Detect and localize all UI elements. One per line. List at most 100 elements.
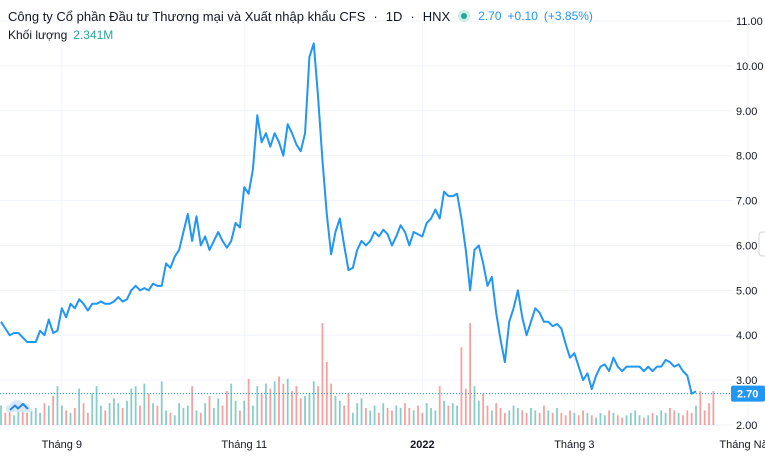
volume-bar — [343, 405, 346, 425]
volume-bar — [460, 347, 463, 425]
volume-bar — [508, 410, 511, 425]
volume-bar — [378, 412, 380, 425]
volume-bar — [590, 415, 593, 425]
volume-bar — [338, 400, 341, 425]
volume-bar — [695, 405, 697, 425]
volume-bar — [169, 412, 172, 425]
volume-bar — [47, 405, 50, 425]
volume-bar — [408, 408, 411, 425]
volume-bar — [608, 410, 611, 425]
volume-bar — [0, 405, 2, 425]
volume-bar — [525, 412, 528, 425]
volume-bar — [8, 410, 11, 425]
volume-bar — [221, 405, 224, 425]
volume-bar — [503, 412, 506, 425]
price-quote: 2.70 +0.10 (+3.85%) — [478, 9, 593, 23]
volume-bar — [113, 398, 115, 425]
price-value: 2.70 — [478, 9, 502, 23]
volume-bar — [43, 403, 46, 425]
volume-bar — [417, 405, 419, 425]
volume-bar — [551, 412, 554, 425]
volume-bar — [638, 415, 641, 425]
volume-bar — [52, 395, 55, 425]
volume-bar — [208, 395, 211, 425]
volume-bar — [34, 408, 37, 425]
volume-bar — [182, 408, 185, 425]
volume-bar — [382, 403, 385, 425]
axis-menu-button[interactable] — [758, 231, 765, 257]
volume-bar — [404, 403, 406, 425]
volume-bar — [521, 410, 524, 425]
volume-bar — [60, 405, 63, 425]
volume-bar — [212, 408, 215, 425]
volume-bar — [425, 403, 428, 425]
volume-bar — [616, 415, 619, 425]
volume-bar — [286, 378, 289, 425]
price-tick-label: 5.00 — [736, 285, 757, 297]
volume-bar — [573, 412, 576, 425]
volume-bar — [186, 405, 189, 425]
volume-bar — [230, 383, 233, 425]
price-tick-label: 6.00 — [736, 240, 757, 252]
price-tick-label: 3.00 — [736, 375, 757, 387]
volume-bar — [386, 408, 389, 425]
volume-bar — [673, 410, 676, 425]
volume-bar — [412, 410, 415, 425]
price-line — [0, 42, 697, 395]
volume-bar — [660, 410, 663, 425]
time-tick-label: Tháng 3 — [554, 439, 594, 451]
volume-bar — [651, 412, 654, 425]
last-price-label: 2.70 — [737, 389, 758, 401]
interval-label[interactable]: 1D — [385, 8, 403, 24]
volume-bar — [560, 412, 563, 425]
volume-bar — [178, 403, 180, 425]
tradingview-cloud-icon[interactable] — [4, 396, 34, 416]
volume-bar — [473, 386, 476, 425]
price-tick-label: 4.00 — [736, 330, 757, 342]
volume-bar — [564, 415, 567, 425]
volume-bar — [399, 408, 402, 425]
volume-bar — [108, 403, 111, 425]
volume-bar — [234, 400, 237, 425]
volume-bar — [95, 386, 98, 425]
volume-bar — [712, 391, 715, 425]
volume-bar — [26, 412, 28, 425]
volume-bar — [351, 412, 354, 425]
volume-bar — [625, 415, 628, 425]
separator: · — [373, 8, 378, 24]
volume-bar — [147, 393, 150, 425]
volume-bar — [690, 412, 693, 425]
volume-bar — [438, 386, 441, 425]
volume-value: 2.341M — [73, 28, 114, 42]
volume-bar — [117, 403, 120, 425]
volume-bar — [708, 403, 710, 425]
market-status-icon — [458, 10, 471, 22]
volume-bar — [243, 400, 246, 425]
last-price-marker: 2.70 — [0, 385, 765, 402]
volume-bar — [664, 412, 667, 425]
volume-bar — [121, 408, 124, 425]
volume-bar — [191, 386, 194, 425]
volume-bar — [577, 415, 580, 425]
company-name[interactable]: Công ty Cổ phần Đầu tư Thương mại và Xuấ… — [8, 8, 366, 24]
volume-bar — [612, 412, 615, 425]
volume-bar — [603, 415, 606, 425]
volume-bar — [82, 403, 85, 425]
volume-bar — [204, 403, 207, 425]
volume-bar — [495, 403, 498, 425]
volume-bar — [677, 412, 680, 425]
volume-bar — [195, 410, 198, 425]
volume-bar — [395, 405, 398, 425]
volume-bar — [278, 376, 280, 425]
volume-bar — [642, 417, 645, 425]
volume-bar — [434, 410, 437, 425]
volume-bar — [330, 383, 333, 425]
volume-bar — [421, 412, 424, 425]
time-tick-label: Tháng Năm — [719, 439, 765, 451]
volume-legend: Khối lượng 2.341M — [8, 28, 113, 42]
exchange-label: HNX — [422, 8, 451, 24]
volume-bar — [30, 410, 33, 425]
time-tick-label: 2022 — [410, 439, 434, 451]
volume-bar — [143, 383, 146, 425]
